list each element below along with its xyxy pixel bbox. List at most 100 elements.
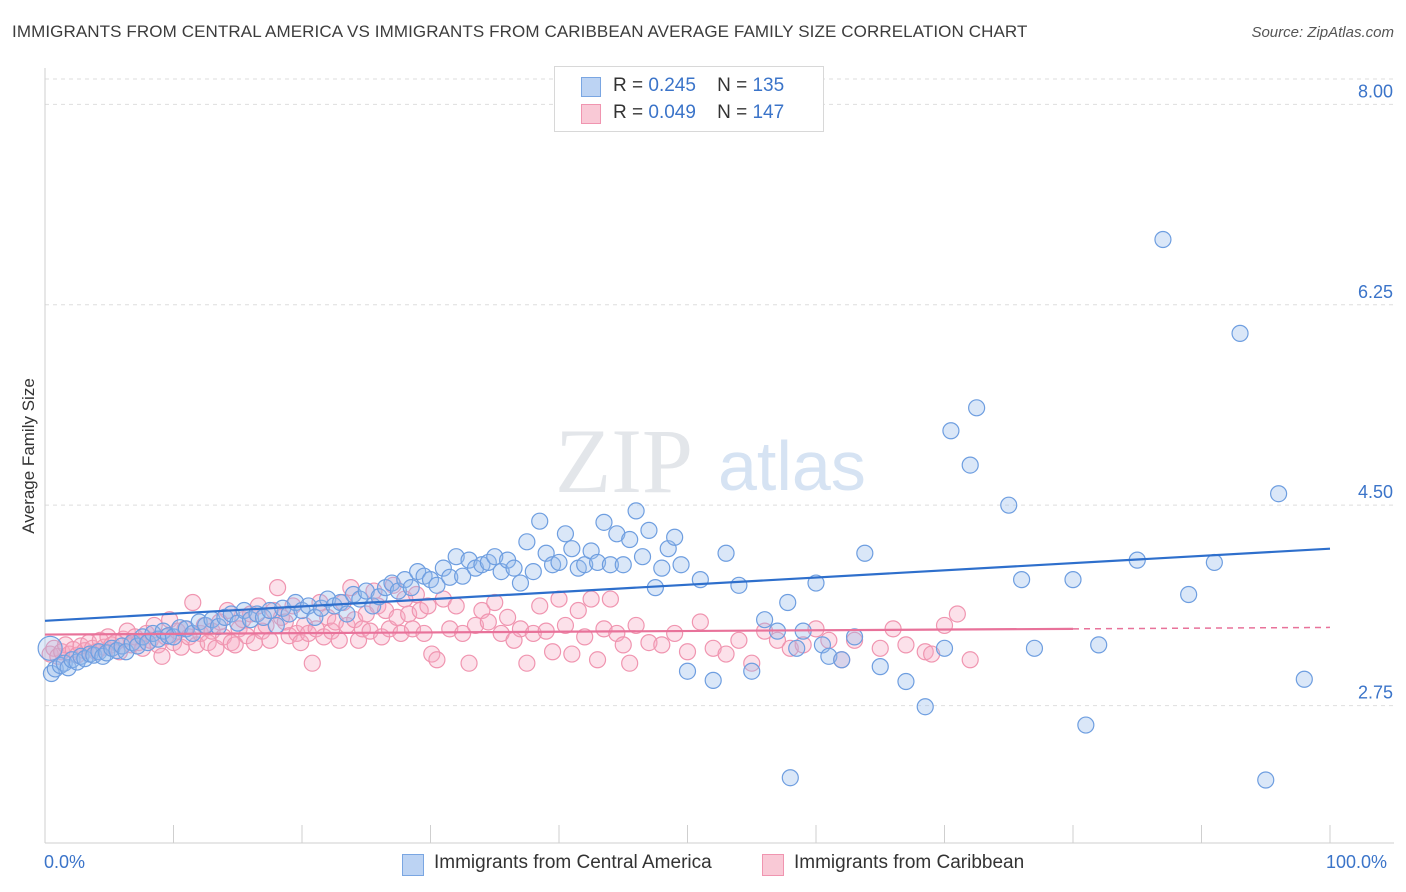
point-central-america — [779, 593, 797, 612]
point-central-america — [306, 608, 324, 626]
point-caribbean — [807, 620, 825, 638]
point-central-america — [916, 698, 934, 716]
point-central-america — [595, 513, 613, 531]
point-caribbean — [261, 631, 279, 649]
legend-r-label: R = — [613, 75, 644, 96]
point-caribbean — [768, 631, 787, 649]
trend-line-caribbean-extension — [1072, 626, 1331, 630]
point-central-america — [1000, 496, 1018, 514]
point-caribbean — [691, 613, 709, 631]
point-central-america — [37, 635, 63, 661]
point-caribbean — [948, 605, 966, 623]
point-caribbean — [576, 628, 594, 646]
point-central-america — [1064, 571, 1082, 589]
point-central-america — [447, 548, 465, 566]
point-caribbean — [454, 624, 472, 643]
point-central-america — [1257, 771, 1275, 789]
point-central-america — [108, 642, 126, 660]
point-central-america — [633, 548, 652, 566]
point-central-america — [98, 644, 116, 662]
point-central-america — [968, 399, 986, 417]
point-central-america — [434, 559, 452, 577]
point-central-america — [717, 544, 735, 562]
point-central-america — [856, 544, 874, 562]
point-central-america — [1205, 553, 1223, 572]
point-central-america — [961, 456, 979, 474]
point-central-america — [338, 605, 356, 623]
point-central-america — [730, 576, 748, 594]
point-caribbean — [184, 593, 202, 612]
trend-line-central-america — [44, 547, 1331, 622]
point-central-america — [672, 556, 690, 574]
watermark-zip: ZIP — [555, 410, 693, 512]
point-caribbean — [621, 654, 639, 672]
y-tick-label: 2.75 — [1358, 683, 1393, 703]
point-central-america — [1180, 585, 1198, 604]
point-caribbean — [447, 597, 465, 615]
point-central-america — [601, 556, 620, 574]
point-central-america — [1025, 639, 1044, 657]
point-caribbean — [897, 636, 915, 654]
point-central-america — [1295, 670, 1313, 688]
point-caribbean — [627, 616, 645, 635]
point-central-america — [621, 530, 639, 549]
bottom-legend-swatch-pink — [762, 854, 784, 876]
point-central-america — [935, 639, 954, 657]
point-central-america — [421, 571, 440, 589]
point-central-america — [1269, 485, 1288, 503]
point-caribbean — [518, 654, 536, 672]
point-caribbean — [303, 654, 321, 672]
x-axis-min-label: 0.0% — [44, 852, 86, 872]
point-central-america — [743, 662, 761, 680]
point-central-america — [154, 622, 172, 640]
bottom-legend-swatch-blue — [402, 854, 424, 876]
point-central-america — [563, 540, 581, 558]
point-caribbean — [499, 608, 517, 626]
point-central-america — [1090, 636, 1108, 654]
trend-lines — [44, 547, 1331, 636]
point-central-america — [479, 553, 497, 572]
point-caribbean — [730, 631, 748, 649]
point-central-america — [820, 647, 838, 665]
point-caribbean — [153, 647, 171, 665]
point-central-america — [128, 637, 147, 655]
point-caribbean — [961, 651, 979, 669]
point-caribbean — [556, 616, 575, 635]
point-caribbean — [460, 654, 478, 672]
point-central-america — [678, 662, 697, 680]
bottom-legend-label: Immigrants from Central America — [434, 852, 712, 873]
point-caribbean — [614, 636, 632, 654]
point-central-america — [1012, 571, 1031, 589]
point-caribbean — [479, 613, 497, 631]
legend-n-value: 147 — [752, 102, 785, 123]
point-central-america — [524, 562, 542, 581]
point-caribbean — [419, 597, 437, 615]
point-central-america — [402, 579, 420, 597]
point-caribbean — [276, 613, 294, 631]
point-central-america — [640, 521, 658, 539]
y-axis-label: Average Family Size — [19, 378, 38, 534]
point-caribbean — [550, 590, 568, 608]
point-caribbean — [678, 643, 697, 661]
point-caribbean — [531, 597, 549, 615]
point-central-america — [550, 553, 568, 572]
point-caribbean — [935, 616, 954, 635]
point-central-america — [428, 576, 446, 594]
point-central-america — [319, 590, 337, 608]
point-central-america — [627, 502, 645, 520]
point-central-america — [897, 672, 915, 691]
point-central-america — [486, 548, 504, 566]
legend-box: R = 0.245 N = 135 R = 0.049 N = 147 — [554, 66, 824, 132]
legend-n-label: N = — [717, 75, 748, 96]
point-central-america — [871, 658, 889, 676]
point-central-america — [845, 628, 864, 646]
series-central-america — [41, 576, 979, 672]
point-central-america — [267, 616, 285, 635]
y-tick-labels: 2.75 4.50 6.25 8.00 — [1358, 81, 1393, 702]
point-central-america — [511, 574, 530, 592]
point-caribbean — [871, 639, 889, 657]
legend-swatch-pink — [581, 104, 601, 124]
point-central-america — [588, 553, 607, 572]
bottom-legend-label: Immigrants from Caribbean — [794, 852, 1025, 873]
